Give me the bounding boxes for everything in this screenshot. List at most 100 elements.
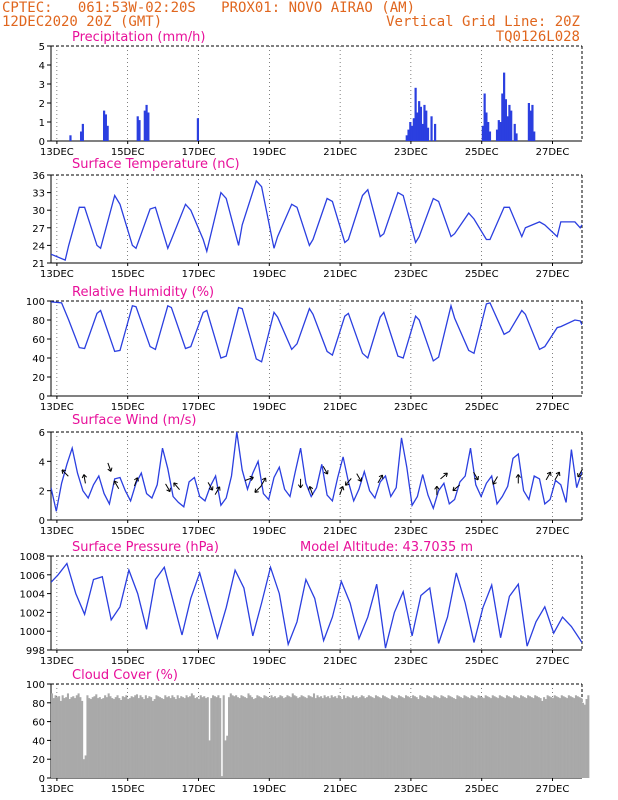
cloud-bar (543, 697, 546, 778)
cloud-bar (534, 695, 537, 778)
x-tick-label: 13DEC (40, 402, 74, 413)
cloud-bar (502, 697, 505, 778)
cloud-bar (70, 697, 73, 778)
cloud-bar (51, 693, 54, 778)
cloud-bar (128, 698, 131, 778)
y-tick-label: 36 (32, 171, 45, 182)
cloud-bar (199, 695, 202, 778)
y-tick-label: 4 (39, 61, 45, 72)
cloud-bar (282, 698, 285, 778)
panel-title: Precipitation (mm/h) (72, 30, 205, 45)
cloud-bar (585, 699, 588, 778)
cloud-bar (410, 698, 413, 778)
cloud-bar (65, 697, 68, 778)
cloud-bar (95, 694, 98, 778)
cloud-bar (249, 695, 252, 778)
panel-title: Surface Pressure (hPa) (72, 540, 219, 555)
cloud-bar (157, 696, 160, 778)
cloud-bar (256, 695, 259, 778)
cloud-bar (380, 698, 383, 778)
cloud-bar (176, 695, 179, 778)
cloud-bar (75, 695, 78, 778)
y-tick-label: 1002 (20, 608, 45, 619)
cloud-bar (52, 698, 55, 778)
precip-bar (419, 106, 423, 141)
cloud-bar (169, 698, 172, 778)
cloud-bar (222, 695, 225, 778)
cloud-bar (472, 696, 475, 778)
cloud-bar (385, 697, 388, 778)
cloud-bar (304, 697, 307, 778)
cloud-bar (111, 698, 114, 778)
cloud-bar (330, 695, 333, 778)
cloud-bar (396, 698, 399, 778)
cloud-bar (505, 695, 508, 778)
cloud-bar (236, 697, 239, 778)
x-tick-label: 23DEC (394, 656, 428, 667)
cloud-bar (79, 697, 82, 778)
wind-arrow (214, 486, 221, 495)
x-tick-label: 19DEC (252, 784, 286, 795)
cloud-bar (580, 698, 583, 778)
wind-arrow (577, 468, 583, 478)
precip-bar (503, 72, 506, 141)
cloud-bar (197, 699, 200, 778)
cloud-bar (327, 696, 330, 778)
cloud-bar (219, 698, 222, 778)
cloud-bar (272, 697, 275, 778)
x-tick-label: 21DEC (323, 526, 357, 537)
cloud-bar (343, 695, 346, 778)
wind-arrow (339, 486, 345, 496)
cloud-bar (134, 695, 137, 778)
cloud-bar (571, 697, 574, 778)
cloud-bar (54, 695, 57, 778)
wind-arrow (133, 477, 139, 487)
y-tick-label: 40 (32, 736, 45, 747)
cloud-bar (447, 695, 450, 778)
cloud-bar (433, 695, 436, 778)
panel-wind: 13DEC 15DEC 17DEC 19DEC 21DEC 23DEC 25DEC 27DEC… (39, 413, 583, 537)
cloud-bar (566, 698, 569, 778)
cloud-bar (389, 699, 392, 778)
wind-arrow (260, 477, 267, 487)
cloud-bar (143, 699, 146, 778)
cloud-bar (251, 697, 254, 778)
cloud-bar (158, 697, 162, 778)
precip-bar (483, 93, 486, 141)
x-tick-label: 17DEC (182, 784, 216, 795)
x-tick-label: 15DEC (111, 784, 145, 795)
x-tick-label: 23DEC (394, 784, 428, 795)
cloud-bar (528, 696, 531, 778)
wind-arrow (113, 480, 120, 489)
cloud-bar (238, 698, 241, 778)
cloud-bar (459, 697, 462, 778)
x-tick-label: 19DEC (252, 269, 286, 280)
cloud-bar (316, 695, 319, 778)
cloud-bar (518, 698, 521, 778)
precip-bar (145, 104, 148, 141)
series-line-pres (51, 562, 582, 649)
cloud-bar (217, 695, 220, 778)
y-tick-label: 24 (32, 241, 45, 252)
cloud-bar (167, 696, 170, 778)
precip-bar (81, 123, 84, 141)
y-tick-label: 3 (39, 80, 45, 91)
wind-arrow (452, 484, 461, 492)
x-tick-label: 23DEC (394, 526, 428, 537)
precip-bar (147, 112, 150, 141)
cloud-bar (491, 695, 494, 778)
x-tick-label: 17DEC (182, 526, 216, 537)
precip-bar (421, 123, 424, 141)
y-tick-label: 1006 (20, 571, 45, 582)
cloud-bar (405, 695, 408, 778)
cloud-bar (259, 697, 262, 778)
wind-arrow (434, 485, 440, 496)
cloud-bar (376, 696, 379, 778)
cloud-bar (504, 698, 507, 778)
cloud-bar (213, 696, 216, 778)
cloud-bar (137, 698, 140, 778)
precip-bar (529, 110, 532, 141)
cloud-bar (493, 696, 496, 778)
cloud-bar (541, 700, 544, 778)
series-line-rh (51, 301, 582, 363)
